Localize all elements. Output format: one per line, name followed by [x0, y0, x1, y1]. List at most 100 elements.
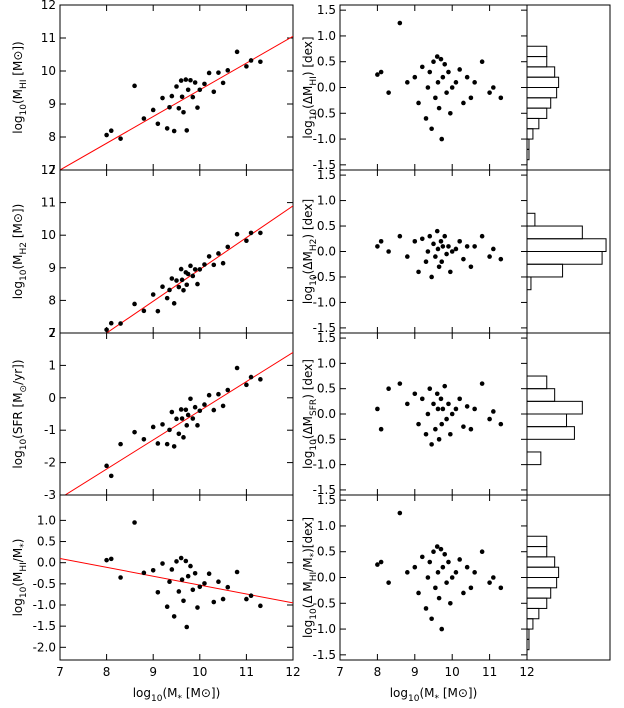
point — [405, 80, 410, 85]
point — [225, 68, 231, 73]
y-tick-label: -0.5 — [313, 270, 336, 284]
point — [192, 404, 198, 410]
histogram-bar — [526, 225, 583, 240]
x-axis-title-part: log — [133, 686, 151, 700]
point — [155, 308, 161, 314]
y-axis-title-part: [M⊙]) — [11, 204, 25, 242]
point — [258, 59, 263, 65]
point — [171, 128, 177, 134]
point — [412, 239, 418, 244]
y-tick-label: -1.0 — [313, 458, 336, 472]
y-axis-title-part: 10 — [19, 586, 29, 598]
y-axis-title-part: HI — [19, 562, 29, 571]
histogram-bar — [526, 97, 552, 109]
y-axis-title-part: ) [dex] — [301, 199, 315, 239]
point — [416, 269, 421, 275]
y-axis-title-part: ⊙ — [19, 385, 29, 393]
point — [183, 407, 189, 413]
point — [195, 423, 200, 428]
histogram-bar — [526, 556, 556, 568]
point — [468, 95, 474, 101]
y-tick-label: 0.5 — [317, 382, 336, 396]
y-tick-label: 0.0 — [317, 245, 336, 259]
y-axis-title-part: (M — [11, 254, 25, 269]
point — [244, 382, 249, 388]
point — [164, 604, 170, 609]
point — [211, 262, 217, 268]
y-tick-label: 7 — [48, 326, 56, 340]
point — [446, 559, 451, 565]
x-axis-title-part: (M — [162, 686, 177, 700]
histogram-bar — [526, 400, 583, 415]
point — [416, 590, 421, 596]
point — [211, 599, 217, 605]
point — [197, 87, 203, 93]
point — [179, 277, 185, 283]
point — [453, 246, 459, 252]
y-tick-label: 1.5 — [317, 168, 336, 182]
y-tick-label: 1 — [48, 358, 56, 372]
y-axis-title-part: 10 — [19, 439, 29, 451]
y-tick-label: 0.5 — [317, 545, 336, 559]
point — [439, 259, 445, 264]
y-axis-title-part: HI — [19, 80, 29, 89]
point — [206, 254, 212, 259]
panel-frame — [59, 169, 294, 334]
fit-line — [60, 557, 293, 604]
point — [234, 231, 240, 237]
histogram-bar — [526, 587, 552, 599]
point — [195, 605, 200, 610]
x-tick-label: 8 — [374, 665, 382, 679]
point — [178, 555, 184, 561]
point — [405, 401, 410, 407]
point — [439, 136, 445, 142]
point — [461, 100, 466, 106]
histogram-bar — [526, 56, 548, 68]
point — [457, 67, 462, 72]
point — [397, 381, 403, 386]
point — [397, 20, 403, 26]
point — [167, 579, 172, 585]
point — [472, 406, 477, 412]
y-axis-title: log10(MH2 [M⊙]) — [11, 204, 29, 300]
point — [438, 239, 444, 244]
point — [491, 575, 496, 580]
point — [150, 424, 156, 430]
point — [435, 246, 441, 252]
y-axis-title: log10(ΔMH2) [dex] — [301, 199, 319, 304]
y-axis-title-part: 10 — [309, 274, 319, 286]
y-axis-title-part: 10 — [309, 608, 319, 620]
y-tick-label: -1.0 — [313, 132, 336, 146]
point — [178, 78, 184, 83]
point — [491, 246, 496, 252]
y-axis-title-part: HI — [309, 76, 319, 85]
y-axis-title-part: 10 — [19, 104, 29, 116]
y-tick-label: -1.5 — [313, 648, 336, 662]
point — [498, 421, 504, 427]
point — [174, 278, 179, 283]
point — [176, 589, 182, 594]
point — [195, 105, 200, 110]
point — [155, 590, 161, 595]
point — [468, 585, 474, 591]
point — [461, 424, 466, 429]
y-axis-title-part: log — [301, 620, 315, 638]
point — [427, 69, 433, 75]
point — [225, 387, 231, 393]
point — [104, 327, 109, 333]
y-axis-title-part: * — [309, 552, 319, 557]
point — [386, 249, 391, 254]
point — [220, 403, 226, 409]
y-axis-title: log10(ΔMSFR) [dex] — [301, 359, 319, 469]
y-axis-title-part: * — [19, 543, 29, 548]
y-tick-label: 0.5 — [317, 55, 336, 69]
y-axis-title: log10(Δ MHI/M*)[dex] — [301, 517, 319, 638]
y-axis-title-part: /M — [11, 548, 25, 562]
point — [433, 95, 438, 101]
point — [171, 444, 177, 449]
point — [423, 431, 429, 437]
point — [453, 406, 459, 412]
histogram-bar — [526, 138, 530, 150]
point — [442, 233, 448, 239]
point — [378, 69, 384, 75]
